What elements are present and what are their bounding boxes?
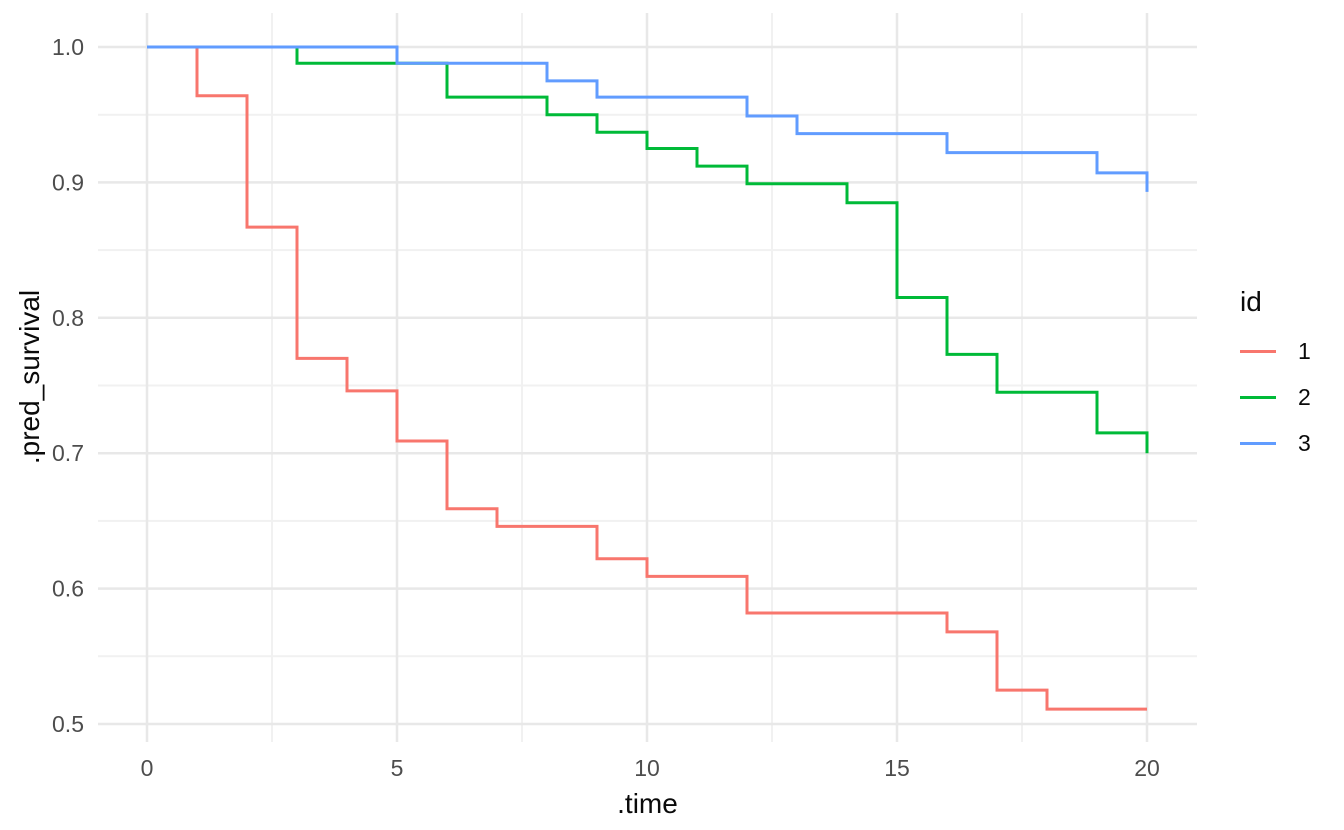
legend: id 1 2 3 (1240, 286, 1311, 456)
series-line-2 (147, 45, 1149, 454)
y-tick-label: 0.6 (52, 576, 84, 602)
legend-key-line-3 (1240, 441, 1276, 445)
legend-entry-label-2: 2 (1298, 383, 1311, 410)
y-tick-label: 0.8 (52, 305, 84, 331)
legend-entry-2: 2 (1240, 383, 1311, 410)
legend-entry-label-3: 3 (1298, 429, 1311, 456)
x-tick-label: 15 (884, 755, 910, 781)
y-tick-label: 0.9 (52, 169, 84, 195)
legend-entry-3: 3 (1240, 429, 1311, 456)
y-tick-label: 1.0 (52, 34, 84, 60)
y-axis-title: .pred_survival (14, 289, 45, 465)
legend-title: id (1240, 286, 1262, 317)
y-tick-label: 0.7 (52, 440, 84, 466)
legend-key-line-1 (1240, 349, 1276, 353)
x-tick-label: 5 (391, 755, 404, 781)
x-axis-title: .time (617, 788, 678, 819)
x-tick-label: 20 (1134, 755, 1160, 781)
series-line-1 (147, 45, 1147, 711)
series-line-3 (147, 45, 1149, 192)
x-tick-label: 10 (634, 755, 660, 781)
legend-entry-label-1: 1 (1298, 337, 1311, 364)
legend-key-line-2 (1240, 395, 1276, 399)
legend-entry-1: 1 (1240, 337, 1311, 364)
y-tick-label: 0.5 (52, 711, 84, 737)
x-tick-label: 0 (141, 755, 154, 781)
